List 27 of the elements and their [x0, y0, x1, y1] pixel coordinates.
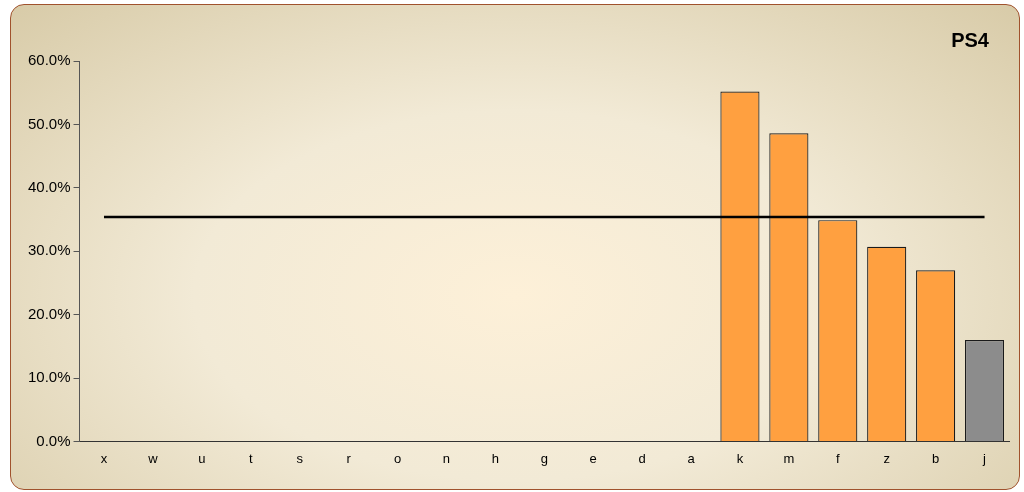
x-tick-label: n: [442, 450, 451, 466]
x-tick-label: w: [147, 450, 159, 466]
x-tick-label: a: [687, 450, 696, 466]
y-tick-label: 0.0%: [36, 431, 71, 449]
x-tick-label: x: [100, 450, 108, 466]
y-tick-label: 20.0%: [27, 304, 71, 322]
x-tick-label: t: [248, 450, 253, 466]
y-tick-label: 10.0%: [27, 368, 71, 386]
x-tick-label: d: [638, 450, 646, 466]
x-tick-label: m: [783, 450, 795, 466]
x-tick-label: o: [393, 450, 402, 466]
x-tick-label: k: [736, 450, 744, 466]
x-tick-label: e: [589, 450, 597, 466]
y-tick-label: 60.0%: [27, 51, 71, 69]
x-tick-label: b: [932, 450, 940, 466]
x-tick-label: u: [198, 450, 206, 466]
x-tick-label: z: [883, 450, 890, 466]
x-tick-label: g: [540, 450, 548, 466]
x-tick-label: h: [491, 450, 499, 466]
x-tick-label: r: [346, 450, 352, 466]
x-tick-label: j: [982, 450, 987, 466]
y-tick-label: 40.0%: [27, 177, 71, 195]
x-tick-label: f: [835, 450, 840, 466]
chart-title: PS4: [951, 29, 989, 52]
y-tick-label: 30.0%: [27, 241, 71, 259]
x-tick-label: s: [296, 450, 304, 466]
y-tick-label: 50.0%: [27, 114, 71, 132]
